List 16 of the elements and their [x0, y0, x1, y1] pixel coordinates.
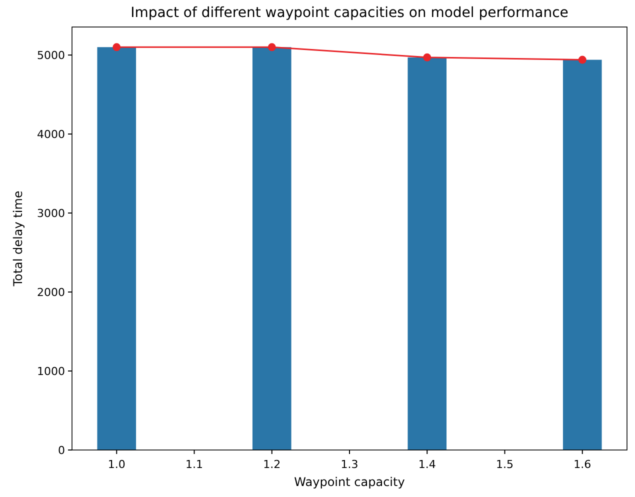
- y-tick-label: 4000: [37, 128, 65, 141]
- y-tick-label: 2000: [37, 286, 65, 299]
- x-tick-label: 1.0: [108, 458, 126, 471]
- y-tick-label: 1000: [37, 364, 65, 378]
- x-tick-label: 1.3: [340, 458, 358, 471]
- y-tick-label: 5000: [37, 48, 65, 62]
- y-tick-label: 3000: [37, 206, 65, 220]
- chart-title: Impact of different waypoint capacities on model performance: [130, 5, 568, 21]
- y-axis-title: Total delay time: [11, 190, 25, 288]
- x-tick-label: 1.4: [418, 458, 436, 471]
- x-tick-label: 1.6: [574, 458, 592, 471]
- x-axis-title: Waypoint capacity: [294, 475, 405, 489]
- y-tick-label: 0: [58, 444, 65, 457]
- x-tick-label: 1.1: [186, 458, 204, 471]
- x-tick-label: 1.2: [263, 458, 281, 471]
- x-tick-label: 1.5: [496, 458, 514, 471]
